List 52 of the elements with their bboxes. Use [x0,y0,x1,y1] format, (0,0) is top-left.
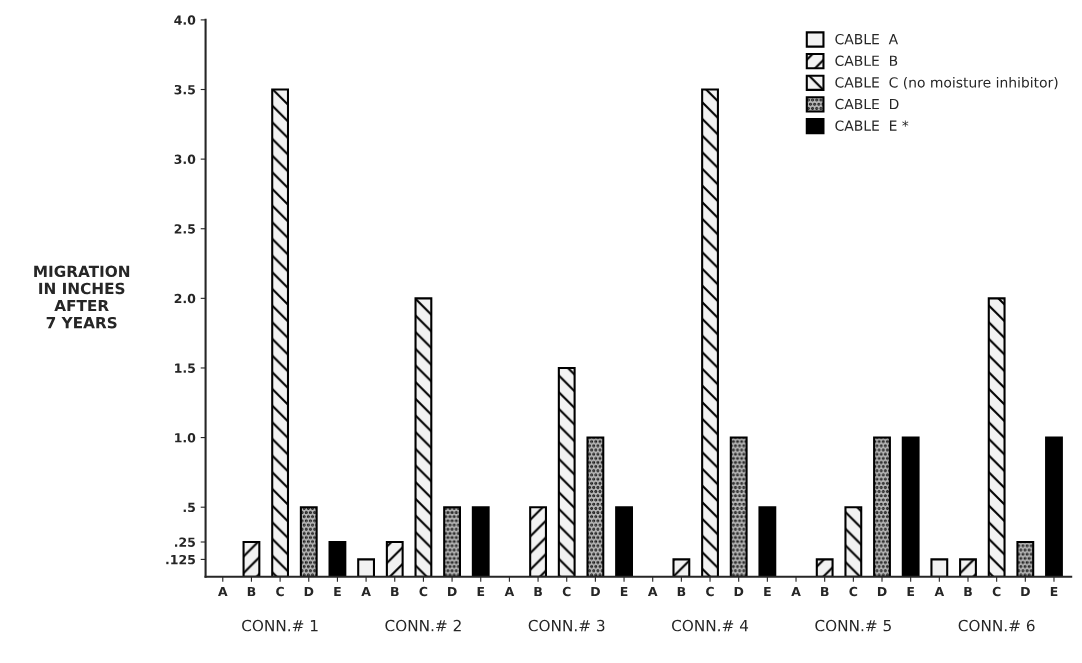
text: CONN.# 2 [385,619,461,632]
x-tick-label: C [849,586,858,597]
y-tick-label: 3.0 [174,154,196,165]
x-tick-label: D [1021,586,1030,597]
x-tick-label: D [304,586,314,597]
x-tick-label: A [361,586,371,597]
x-tick-label: E [477,586,485,597]
x-tick-label: E [764,586,771,597]
y-tick-label: 4.0 [174,15,196,25]
text: CONN.# 6 [958,619,1035,632]
x-tick-label: E [1050,586,1058,597]
x-tick-label: C [992,586,1001,597]
x-tick-label: D [877,586,887,597]
x-tick-label: D [591,586,600,597]
legend-label: CABLE D [835,98,899,110]
y-tick-label: .25 [174,537,195,547]
x-tick-label: E [907,586,915,597]
y-tick-label: 2.5 [174,224,195,234]
y-tick-label: 1.0 [175,433,196,443]
x-tick-label: E [620,586,628,597]
x-tick-label: A [791,586,801,597]
x-tick-label: C [562,586,571,597]
x-tick-label: B [964,586,972,597]
x-tick-label: C [276,586,284,597]
x-tick-label: E [334,586,341,597]
text: CONN.# 3 [528,619,605,632]
x-tick-label: A [934,586,945,597]
y-tick-label: 2.0 [174,293,196,304]
x-tick-label: B [391,586,399,597]
x-tick-label: B [821,586,829,597]
legend-label: CABLE B [835,55,898,67]
x-tick-label: C [706,586,714,597]
x-tick-label: C [419,586,428,597]
x-tick-label: B [534,586,542,597]
y-tick-label: 3.5 [174,84,195,95]
x-tick-label: D [448,586,457,597]
text: CONN.# 5 [815,619,891,632]
y-tick-label: .125 [166,554,195,565]
y-tick-label: .5 [183,502,195,513]
text: CONN.# 4 [672,619,749,632]
y-axis-title: MIGRATION IN INCHES AFTER 7 YEARS [34,265,130,329]
legend-label: CABLE E * [835,120,909,131]
y-tick-label: 1.5 [175,363,195,373]
legend-label: CABLE A [835,33,899,45]
legend-label: CABLE C (no moisture inhibitor) [835,76,1058,90]
x-tick-label: A [504,586,515,597]
text: CONN.# 1 [242,619,318,632]
x-tick-label: A [647,586,658,597]
x-tick-label: B [677,586,686,597]
x-tick-label: B [247,586,256,597]
x-tick-label: D [734,586,744,597]
x-tick-label: A [218,586,228,597]
